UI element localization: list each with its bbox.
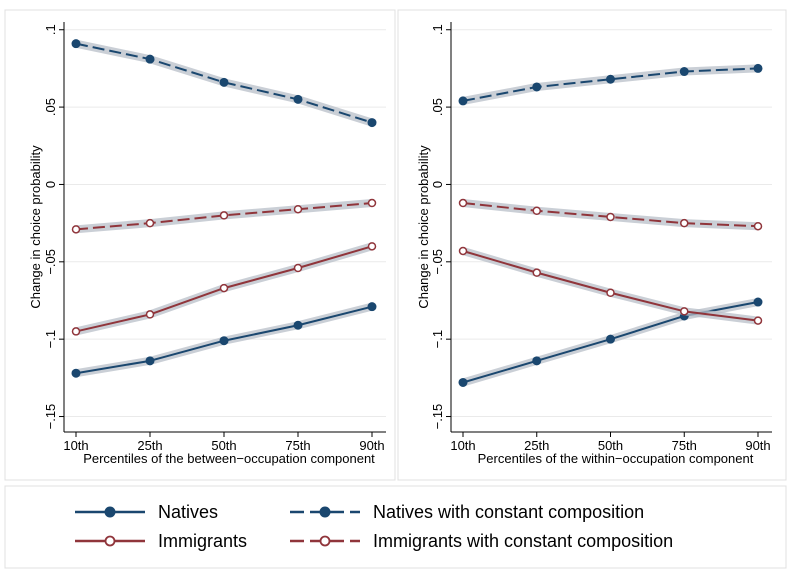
- point-immigrants: [293, 263, 303, 273]
- x-tick-label: 90th: [745, 438, 770, 453]
- x-tick-label: 25th: [524, 438, 549, 453]
- y-axis-label: Change in choice probability: [28, 145, 43, 309]
- y-tick-label: −.1: [43, 330, 58, 348]
- series-line-immigrants_const: [462, 202, 759, 228]
- legend-label-natives: Natives: [158, 502, 218, 522]
- x-tick-label: 25th: [137, 438, 162, 453]
- point-immigrants: [219, 283, 229, 293]
- panel-within-occupation: .1 .05 0 −.05 −.1 −.15 10th 25th 50th 75th 90thPer…: [397, 9, 787, 481]
- y-tick-label: −.05: [430, 249, 445, 275]
- point-natives_const: [606, 74, 615, 84]
- point-natives: [293, 320, 303, 330]
- legend: Natives Natives with constant composition…: [4, 485, 787, 569]
- point-natives_const: [753, 63, 763, 73]
- y-tick-label: −.15: [430, 404, 445, 430]
- x-tick-label: 50th: [598, 438, 623, 453]
- point-immigrants_const: [145, 218, 155, 228]
- point-immigrants: [71, 327, 81, 336]
- y-tick-label: −.05: [43, 249, 58, 275]
- series-line-natives_const: [462, 67, 759, 102]
- y-tick-label: 0: [430, 181, 445, 188]
- legend-label-natives_const: Natives with constant composition: [373, 502, 644, 522]
- legend-key-marker-natives: [104, 506, 116, 518]
- y-axis-label: Change in choice probability: [416, 145, 431, 309]
- point-natives_const: [367, 118, 377, 128]
- point-immigrants_const: [219, 211, 229, 220]
- x-tick-label: 10th: [63, 438, 88, 453]
- point-immigrants: [753, 316, 763, 325]
- point-natives: [367, 302, 377, 312]
- y-tick-label: .05: [43, 98, 58, 116]
- y-tick-label: 0: [43, 181, 58, 188]
- point-natives: [606, 334, 615, 344]
- point-immigrants: [458, 246, 468, 256]
- legend-key-marker-natives_const: [319, 506, 331, 518]
- y-tick-label: −.15: [43, 404, 58, 430]
- point-immigrants_const: [532, 206, 541, 216]
- point-natives_const: [293, 94, 303, 104]
- x-tick-label: 50th: [211, 438, 236, 453]
- point-immigrants_const: [458, 198, 468, 208]
- x-tick-label: 90th: [359, 438, 384, 453]
- point-natives: [458, 377, 468, 387]
- point-immigrants: [606, 288, 615, 298]
- x-axis-label: Percentiles of the between−occupation co…: [83, 451, 375, 466]
- point-immigrants: [145, 310, 155, 319]
- point-natives: [71, 368, 81, 378]
- point-natives_const: [219, 77, 229, 87]
- point-immigrants_const: [606, 212, 615, 222]
- x-tick-label: 75th: [285, 438, 310, 453]
- y-tick-label: .1: [430, 24, 445, 35]
- legend-label-immigrants_const: Immigrants with constant composition: [373, 531, 673, 551]
- y-tick-label: −.1: [430, 330, 445, 348]
- point-natives: [219, 336, 229, 346]
- point-natives_const: [679, 67, 689, 77]
- point-natives: [753, 297, 763, 307]
- y-tick-label: .05: [430, 98, 445, 116]
- point-natives_const: [458, 96, 468, 106]
- point-immigrants_const: [367, 198, 377, 208]
- point-natives_const: [532, 82, 542, 92]
- point-natives: [532, 356, 542, 366]
- panel-frame: [397, 9, 787, 481]
- legend-key-marker-immigrants: [104, 535, 116, 547]
- point-immigrants: [680, 307, 689, 316]
- point-natives_const: [71, 39, 81, 49]
- point-immigrants_const: [753, 221, 763, 231]
- x-tick-label: 10th: [450, 438, 475, 453]
- x-axis-label: Percentiles of the within−occupation com…: [478, 451, 754, 466]
- point-natives_const: [145, 54, 155, 64]
- point-immigrants_const: [293, 204, 303, 214]
- x-tick-label: 75th: [672, 438, 697, 453]
- point-immigrants_const: [71, 225, 81, 234]
- legend-key-marker-immigrants_const: [319, 535, 331, 547]
- y-tick-label: .1: [43, 24, 58, 35]
- panel-between-occupation: .1 .05 0 −.05 −.1 −.15 10th 25th 50th 75th 90thPer…: [4, 9, 396, 481]
- panel-frame: [4, 9, 396, 481]
- point-immigrants: [532, 268, 541, 277]
- legend-frame: [4, 485, 787, 569]
- point-immigrants: [367, 242, 377, 251]
- series-line-immigrants_const: [75, 202, 373, 231]
- point-immigrants_const: [680, 218, 689, 228]
- legend-label-immigrants: Immigrants: [158, 531, 247, 551]
- point-natives: [145, 356, 155, 366]
